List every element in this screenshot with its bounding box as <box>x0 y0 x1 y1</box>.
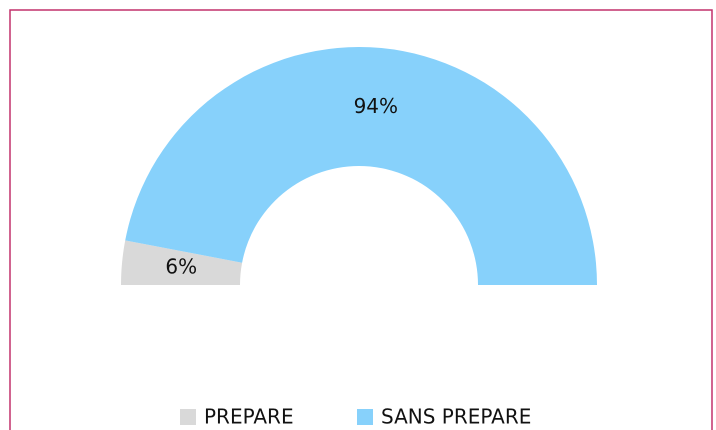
data-label: 94% <box>354 94 398 118</box>
donut-segment <box>121 240 243 285</box>
data-label: 6% <box>165 255 197 279</box>
donut-segment <box>125 46 597 286</box>
frame <box>9 9 713 430</box>
legend-swatch <box>180 409 196 425</box>
legend-swatch <box>357 409 373 425</box>
legend-label: SANS PREPARE <box>381 405 531 429</box>
legend-label: PREPARE <box>204 405 294 429</box>
